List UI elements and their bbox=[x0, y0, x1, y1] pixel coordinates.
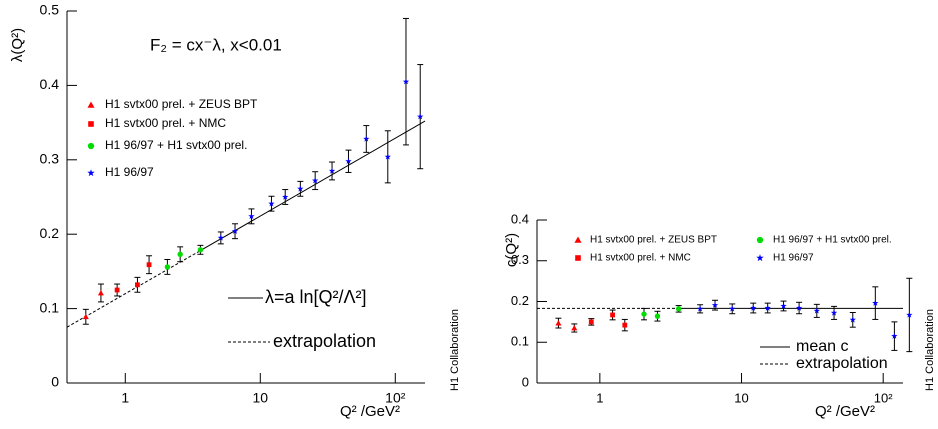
data-point bbox=[135, 282, 140, 288]
annotation: F₂ = cx⁻λ, x<0.01 bbox=[150, 35, 282, 54]
legend-label: H1 96/97 bbox=[105, 165, 154, 179]
data-point bbox=[872, 299, 879, 306]
x-tick-label: 10 bbox=[734, 390, 748, 405]
data-point bbox=[197, 247, 204, 253]
legend-label: λ=a ln[Q²/Λ²] bbox=[265, 287, 367, 307]
x-tick-label: 10² bbox=[385, 390, 406, 406]
data-point bbox=[177, 251, 183, 257]
y-axis-label: c(Q²) bbox=[503, 233, 520, 267]
data-point bbox=[417, 113, 424, 120]
data-point bbox=[164, 264, 171, 270]
x-tick-label: 1 bbox=[121, 390, 129, 406]
data-point bbox=[114, 287, 120, 293]
data-point bbox=[906, 311, 913, 318]
data-point bbox=[849, 316, 856, 323]
data-point bbox=[248, 213, 255, 219]
fit-line bbox=[66, 250, 201, 328]
legend-marker bbox=[756, 236, 764, 244]
y-tick-label: 0 bbox=[51, 374, 59, 390]
data-point bbox=[697, 305, 704, 312]
legend-marker bbox=[88, 121, 94, 127]
legend-label: H1 96/97 + H1 svtx00 prel. bbox=[773, 235, 892, 246]
data-point bbox=[217, 234, 224, 241]
data-point bbox=[282, 193, 289, 200]
data-point bbox=[345, 158, 352, 164]
legend-label: H1 svtx00 prel. + NMC bbox=[105, 116, 226, 130]
data-point bbox=[82, 313, 89, 320]
data-point bbox=[268, 200, 275, 207]
data-point bbox=[813, 307, 820, 314]
x-tick-label: 10² bbox=[874, 390, 893, 405]
x-axis-label: Q² /GeV² bbox=[340, 403, 400, 420]
legend-marker bbox=[87, 142, 95, 150]
y-tick-label: 0.4 bbox=[40, 76, 60, 92]
data-point bbox=[312, 177, 319, 184]
data-point bbox=[729, 305, 736, 312]
data-point bbox=[402, 78, 410, 85]
data-point bbox=[363, 135, 370, 142]
data-point bbox=[764, 304, 771, 311]
y-tick-label: 0.3 bbox=[511, 252, 529, 267]
legend-marker bbox=[574, 236, 582, 243]
data-point bbox=[641, 311, 647, 317]
data-point bbox=[231, 227, 239, 234]
data-point bbox=[711, 301, 719, 308]
data-point bbox=[622, 322, 628, 328]
legend-marker bbox=[756, 254, 764, 262]
x-tick-label: 10 bbox=[252, 390, 268, 406]
side-text: H1 Collaboration bbox=[449, 309, 461, 391]
data-point bbox=[384, 153, 391, 160]
data-point bbox=[555, 320, 562, 326]
y-axis-label: λ(Q²) bbox=[9, 28, 26, 62]
data-point bbox=[750, 304, 757, 311]
data-point bbox=[891, 332, 898, 339]
legend-marker bbox=[575, 255, 581, 261]
data-point bbox=[146, 262, 152, 268]
data-point bbox=[830, 309, 838, 316]
y-tick-label: 0.1 bbox=[40, 299, 60, 315]
data-point bbox=[675, 306, 682, 312]
side-text: H1 Collaboration bbox=[924, 309, 936, 391]
data-point bbox=[610, 312, 615, 318]
y-tick-label: 0.5 bbox=[40, 2, 60, 18]
legend-label: H1 96/97 bbox=[773, 253, 814, 264]
legend-label: extrapolation bbox=[796, 355, 888, 372]
data-point bbox=[97, 289, 104, 296]
y-tick-label: 0.1 bbox=[511, 334, 529, 349]
y-tick-label: 0.2 bbox=[511, 293, 529, 308]
x-tick-label: 1 bbox=[596, 390, 603, 405]
data-point bbox=[796, 304, 803, 311]
legend-marker bbox=[87, 169, 95, 177]
y-tick-label: 0.4 bbox=[511, 211, 529, 226]
data-point bbox=[297, 185, 304, 192]
data-point bbox=[654, 313, 661, 319]
legend-label: extrapolation bbox=[273, 331, 376, 351]
y-tick-label: 0 bbox=[522, 374, 529, 389]
x-axis-label: Q² /GeV² bbox=[815, 403, 875, 420]
legend-label: H1 svtx00 prel. + ZEUS BPT bbox=[590, 235, 717, 246]
data-point bbox=[328, 167, 336, 174]
legend-label: H1 96/97 + H1 svtx00 prel. bbox=[105, 138, 247, 152]
legend-label: H1 svtx00 prel. + NMC bbox=[590, 253, 691, 264]
legend-marker bbox=[87, 101, 95, 108]
y-tick-label: 0.2 bbox=[40, 225, 60, 241]
legend-label: H1 svtx00 prel. + ZEUS BPT bbox=[105, 97, 258, 111]
data-point bbox=[588, 319, 594, 325]
legend-label: mean c bbox=[796, 338, 848, 355]
data-point bbox=[571, 324, 578, 331]
y-tick-label: 0.3 bbox=[40, 151, 60, 167]
data-point bbox=[780, 302, 787, 309]
